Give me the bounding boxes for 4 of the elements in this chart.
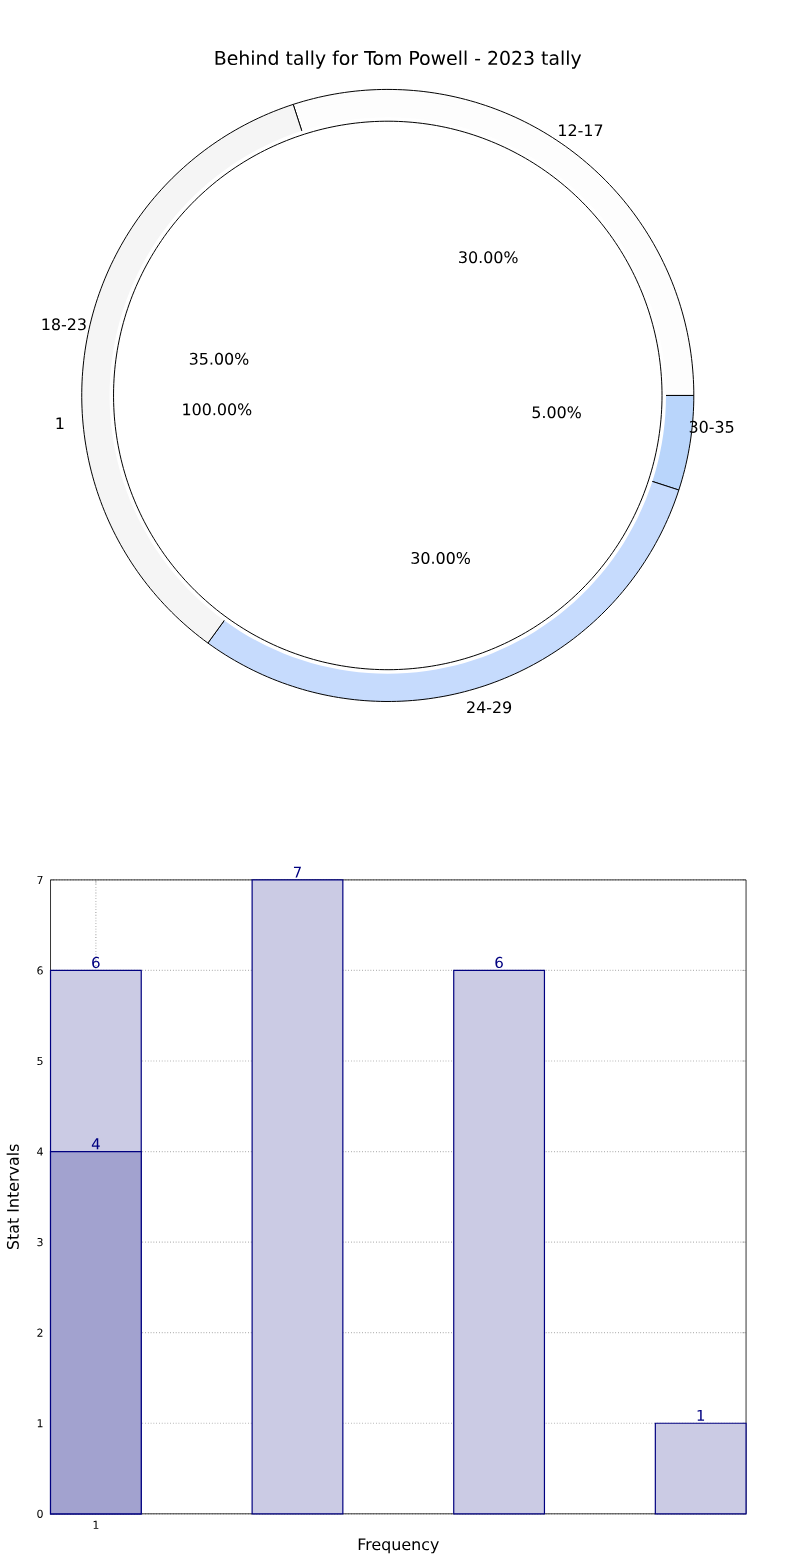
bar <box>251 879 344 1515</box>
bar <box>655 1422 748 1515</box>
bar <box>453 969 546 1515</box>
chart-title: Behind tally for Tom Powell - 2023 tally <box>215 50 582 69</box>
